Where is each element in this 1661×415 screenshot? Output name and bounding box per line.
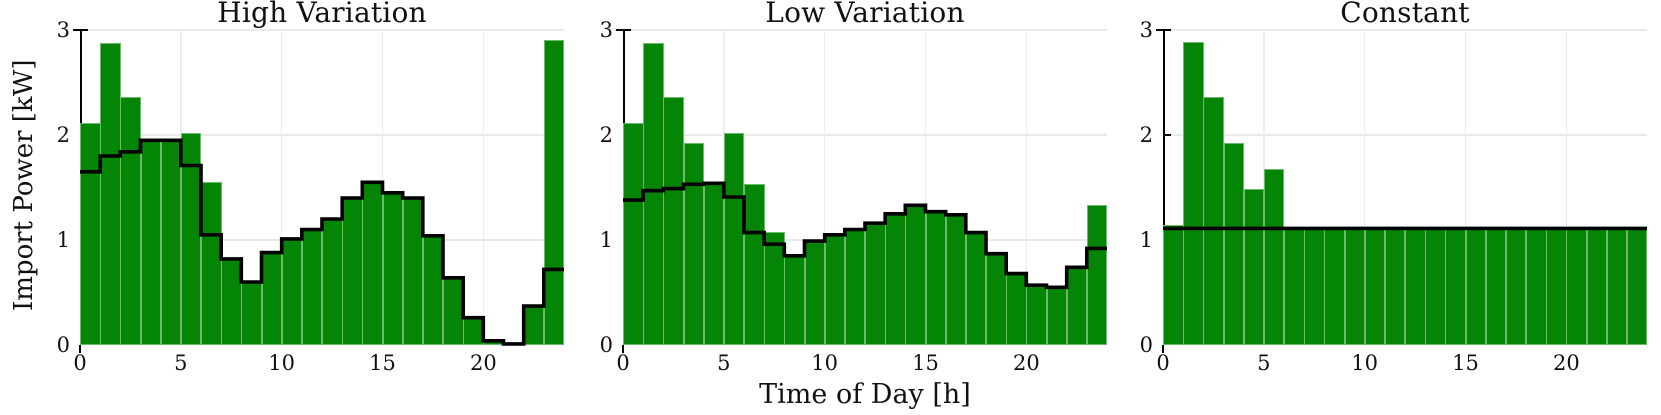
import-power-bar <box>1263 169 1285 345</box>
h-gridline <box>80 134 564 136</box>
x-tick-label: 10 <box>1351 351 1379 375</box>
step-line <box>80 138 564 346</box>
x-tick-label: 20 <box>469 351 497 375</box>
import-power-bar <box>180 133 202 345</box>
import-power-bar <box>100 43 121 345</box>
v-gridline <box>924 30 927 345</box>
y-tick-mark <box>1163 29 1171 31</box>
h-gridline <box>1163 134 1647 136</box>
y-tick-label: 3 <box>1139 18 1153 42</box>
v-gridline <box>280 30 283 345</box>
x-origin-tick-mark <box>1162 345 1164 353</box>
import-power-bar <box>1203 97 1224 345</box>
y-tick-label: 0 <box>1139 333 1153 357</box>
y-top-tick-mark <box>73 29 81 31</box>
import-power-bar <box>764 232 785 345</box>
y-top-tick-mark <box>616 29 624 31</box>
step-line <box>1163 226 1647 231</box>
y-tick-label: 3 <box>599 18 613 42</box>
v-gridline <box>1565 30 1568 345</box>
y-tick-label: 2 <box>599 123 613 147</box>
h-gridline <box>623 29 1107 31</box>
y-tick-label: 0 <box>599 333 613 357</box>
y-tick-mark <box>80 29 88 31</box>
v-gridline <box>1025 30 1028 345</box>
plot-area <box>1156 29 1648 353</box>
import-power-bar <box>1183 42 1204 345</box>
y-tick-label: 2 <box>1139 123 1153 147</box>
import-power-bar <box>723 133 745 345</box>
y-tick-mark <box>623 29 631 31</box>
chart-title: Low Variation <box>765 0 965 29</box>
x-tick-label: 0 <box>1156 351 1170 375</box>
x-tick-label: 0 <box>73 351 87 375</box>
v-gridline <box>823 30 826 345</box>
x-origin-tick-mark <box>622 345 624 353</box>
y-tick-label: 0 <box>56 333 70 357</box>
chart-title: Constant <box>1340 0 1470 29</box>
x-tick-label: 15 <box>1452 351 1479 375</box>
y-tick-mark <box>1163 134 1171 136</box>
x-tick-label: 0 <box>616 351 630 375</box>
y-top-tick-mark <box>1156 29 1164 31</box>
v-gridline <box>1464 30 1467 345</box>
v-gridline <box>1363 30 1366 345</box>
x-tick-label: 5 <box>174 351 188 375</box>
x-tick-label: 5 <box>717 351 731 375</box>
y-tick-label: 3 <box>56 18 70 42</box>
x-tick-label: 10 <box>811 351 839 375</box>
chart-title: High Variation <box>217 0 427 29</box>
h-gridline <box>80 29 564 31</box>
x-tick-label: 10 <box>268 351 296 375</box>
plot-area <box>616 29 1108 353</box>
x-tick-label: 20 <box>1552 351 1580 375</box>
x-tick-label: 15 <box>369 351 396 375</box>
x-axis-label: Time of Day [h] <box>759 379 971 410</box>
x-tick-label: 15 <box>912 351 939 375</box>
v-gridline <box>1263 30 1265 345</box>
y-tick-label: 1 <box>56 228 70 252</box>
x-tick-label: 20 <box>1012 351 1040 375</box>
h-gridline <box>623 134 1107 136</box>
import-power-bar <box>1086 205 1108 345</box>
y-tick-label: 1 <box>599 228 613 252</box>
x-tick-label: 5 <box>1257 351 1271 375</box>
import-power-bar <box>663 97 684 345</box>
y-tick-label: 1 <box>1139 228 1153 252</box>
h-gridline <box>1163 29 1647 31</box>
x-origin-tick-mark <box>79 345 81 353</box>
y-axis-spine <box>1163 30 1165 345</box>
y-tick-label: 2 <box>56 123 70 147</box>
plot-area <box>73 29 565 353</box>
step-line <box>623 181 1107 290</box>
import-power-bar <box>120 97 141 345</box>
v-gridline <box>482 30 485 345</box>
